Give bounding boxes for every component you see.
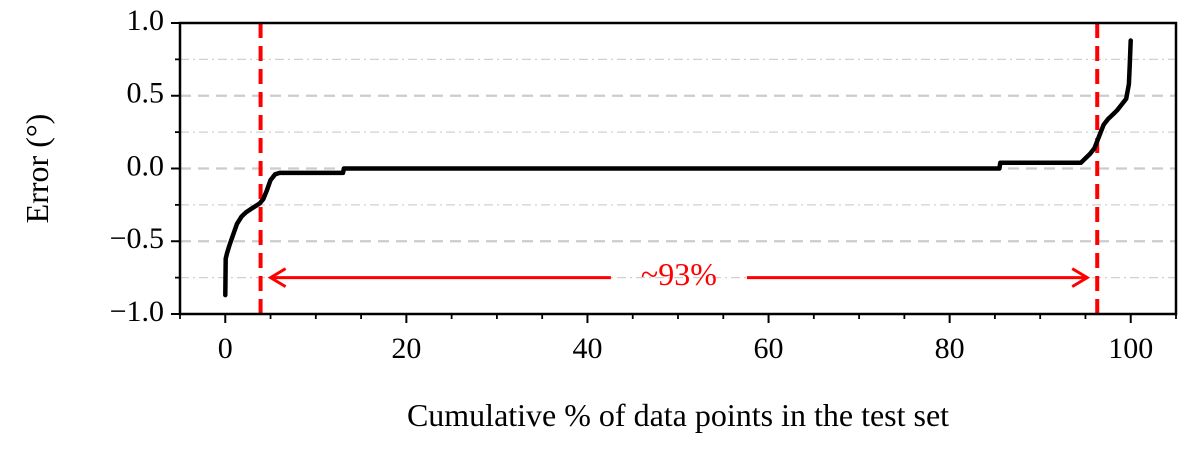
y-axis-label: Error (°) (19, 114, 55, 224)
x-tick-label: 100 (1108, 332, 1153, 365)
range-arrow-right-head (1071, 267, 1091, 288)
x-tick-label: 40 (572, 332, 602, 365)
y-tick-label: −1.0 (110, 295, 164, 328)
y-tick-label: 1.0 (127, 4, 165, 37)
range-boundary-lines (258, 23, 1100, 314)
x-axis-ticks: 0 20 40 60 80 100 (179, 314, 1177, 365)
x-tick-label: 80 (935, 332, 965, 365)
y-tick-label: −0.5 (110, 222, 164, 255)
x-tick-label: 20 (391, 332, 421, 365)
y-axis-ticks: −1.0 −0.5 0.0 0.5 1.0 (110, 4, 180, 328)
x-tick-label: 0 (218, 332, 233, 365)
series-line-0 (223, 38, 1133, 298)
x-axis-label: Cumulative % of data points in the test … (407, 397, 949, 433)
x-tick-label: 60 (754, 332, 784, 365)
range-annotation: ~93% (267, 256, 1091, 292)
range-arrow-left-head (267, 267, 287, 288)
range-annotation-label: ~93% (641, 256, 717, 292)
y-tick-label: 0.5 (127, 77, 165, 110)
series-layer (223, 38, 1133, 298)
y-tick-label: 0.0 (127, 149, 165, 182)
